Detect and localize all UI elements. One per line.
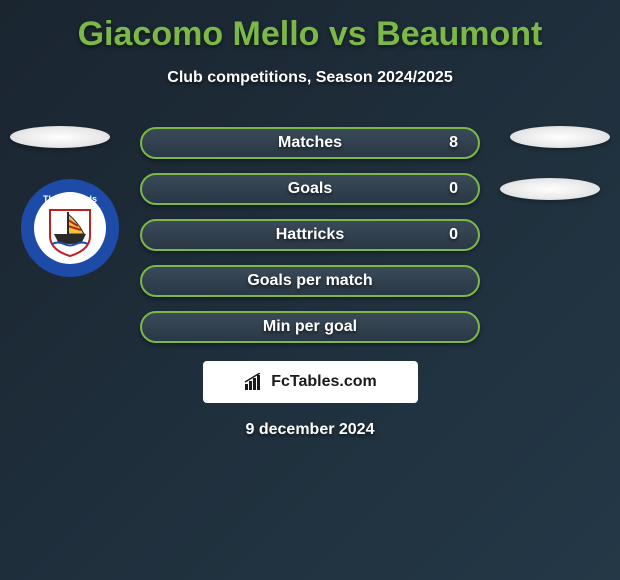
brand-text: FcTables.com: [271, 373, 377, 391]
player-right-placeholder: [510, 126, 610, 148]
stat-right-value: 0: [449, 226, 458, 244]
player-left-placeholder: [10, 126, 110, 148]
stat-label: Goals per match: [247, 272, 372, 290]
stat-label: Hattricks: [276, 226, 344, 244]
chart-icon: [243, 373, 265, 391]
player-right-placeholder-2: [500, 178, 600, 200]
club-badge: The Nomads: [20, 178, 120, 278]
stat-label: Matches: [278, 134, 342, 152]
page-title: Giacomo Mello vs Beaumont: [0, 15, 620, 54]
date-text: 9 december 2024: [0, 421, 620, 439]
stat-right-value: 8: [449, 134, 458, 152]
brand-footer: FcTables.com: [203, 361, 418, 403]
stat-label: Min per goal: [263, 318, 357, 336]
stat-row-goals-per-match: Goals per match: [140, 265, 480, 297]
stat-right-value: 0: [449, 180, 458, 198]
svg-text:The Nomads: The Nomads: [43, 194, 97, 204]
stat-row-hattricks: Hattricks 0: [140, 219, 480, 251]
subtitle: Club competitions, Season 2024/2025: [0, 69, 620, 87]
stat-label: Goals: [288, 180, 332, 198]
stat-row-min-per-goal: Min per goal: [140, 311, 480, 343]
stat-row-goals: Goals 0: [140, 173, 480, 205]
stat-row-matches: Matches 8: [140, 127, 480, 159]
infographic-container: Giacomo Mello vs Beaumont Club competiti…: [0, 0, 620, 449]
